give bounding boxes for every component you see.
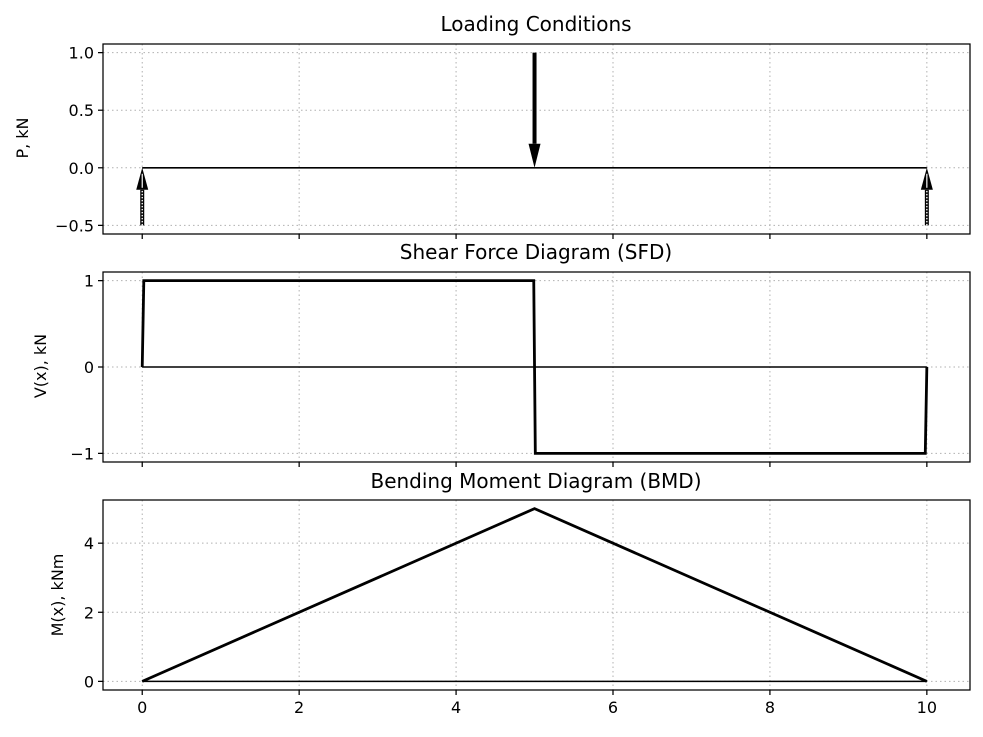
shear-axes-frame: [102, 271, 971, 463]
bending-moment-ylabel: M(x), kNm: [48, 554, 67, 637]
moment-xtick-label: 2: [294, 698, 304, 717]
shear-series-line: [140, 279, 929, 455]
bending-moment-title: Bending Moment Diagram (BMD): [370, 469, 701, 493]
loading-ytick-label: 1.0: [69, 44, 94, 63]
loading-axes-frame: [102, 43, 971, 235]
shear-force-panel: Shear Force Diagram (SFD) V(x), kN −1 0 1: [31, 240, 971, 467]
loading-ytick-label: −0.5: [55, 216, 94, 235]
moment-ytick-label: 2: [84, 603, 94, 622]
loading-conditions-panel: Loading Conditions P, kN −0.5 0.0 0.5 1.0: [13, 12, 971, 239]
loading-conditions-title: Loading Conditions: [440, 12, 631, 36]
moment-axes-frame: [102, 499, 971, 691]
bending-moment-panel: Bending Moment Diagram (BMD) M(x), kNm 0…: [48, 469, 971, 717]
moment-xtick-label: 4: [451, 698, 461, 717]
moment-xtick-label: 10: [917, 698, 937, 717]
moment-series-line: [141, 507, 928, 683]
loading-ytick-label: 0.0: [69, 159, 94, 178]
moment-xtick-label: 6: [608, 698, 618, 717]
moment-ytick-label: 0: [84, 672, 94, 691]
shear-ytick-label: 0: [84, 358, 94, 377]
moment-xtick-label: 0: [137, 698, 147, 717]
point-load-arrowhead: [528, 143, 541, 168]
shear-ytick-label: −1: [70, 444, 94, 463]
shear-ytick-label: 1: [84, 272, 94, 291]
shear-force-ylabel: V(x), kN: [31, 334, 50, 398]
loading-ytick-label: 0.5: [69, 101, 94, 120]
moment-ytick-label: 4: [84, 534, 94, 553]
loading-conditions-ylabel: P, kN: [13, 117, 32, 158]
moment-xtick-label: 8: [765, 698, 775, 717]
shear-force-title: Shear Force Diagram (SFD): [400, 240, 672, 264]
